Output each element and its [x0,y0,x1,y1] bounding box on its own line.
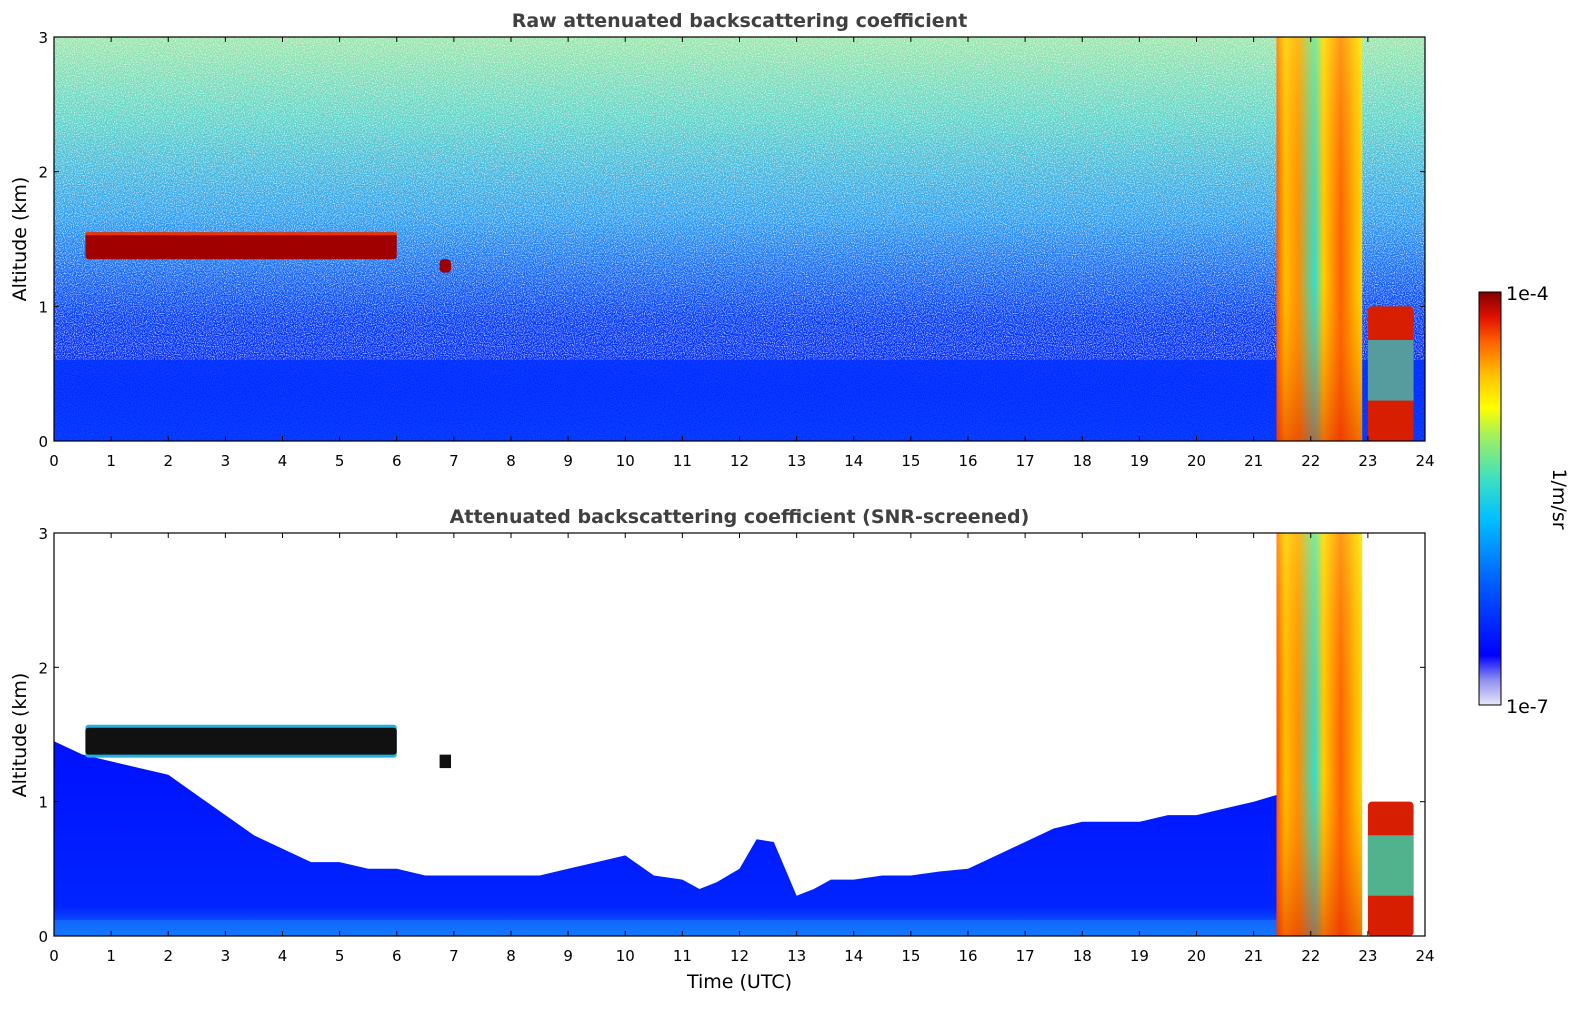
screened-x-tick-label: 14 [844,947,863,965]
raw-y-tick-label: 1 [38,298,48,316]
colorbar-max-label: 1e-4 [1506,283,1549,305]
screened-y-axis-label: Altitude (km) [9,673,31,798]
raw-x-tick-label: 8 [506,452,516,470]
raw-x-tick-label: 24 [1415,452,1434,470]
screened-low-cloud-core [1367,835,1414,896]
screened-x-tick-label: 11 [673,947,692,965]
screened-x-tick-label: 15 [901,947,920,965]
raw-x-tick-label: 16 [958,452,977,470]
raw-x-tick-label: 0 [49,452,59,470]
screened-panel-title: Attenuated backscattering coefficient (S… [450,506,1030,528]
raw-x-tick-label: 4 [278,452,288,470]
screened-x-tick-label: 7 [449,947,459,965]
screened-y-tick-label: 2 [38,659,48,677]
screened-x-tick-label: 10 [616,947,635,965]
colorbar-unit-label: 1/m/sr [1548,468,1570,529]
screened-x-tick-label: 1 [106,947,116,965]
screened-x-tick-label: 5 [335,947,345,965]
screened-x-tick-label: 17 [1016,947,1035,965]
raw-x-tick-label: 21 [1244,452,1263,470]
screened-x-tick-label: 4 [278,947,288,965]
screened-x-tick-label: 9 [563,947,573,965]
colorbar-ramp [1478,291,1502,706]
cloud-layer-edge [85,232,397,236]
cloud-layer-band [85,232,397,260]
colorbar-min-label: 1e-7 [1506,696,1549,718]
raw-x-tick-label: 3 [221,452,231,470]
raw-y-tick-label: 0 [38,433,48,451]
screened-x-tick-label: 13 [787,947,806,965]
raw-x-tick-label: 15 [901,452,920,470]
screened-y-tick-label: 1 [38,794,48,812]
raw-y-tick-label: 2 [38,164,48,182]
raw-y-axis-label: Altitude (km) [9,177,31,302]
screened-x-tick-label: 6 [392,947,402,965]
raw-x-tick-label: 13 [787,452,806,470]
screened-panel: Attenuated backscattering coefficient (S… [9,506,1435,993]
raw-x-tick-label: 12 [730,452,749,470]
raw-x-tick-label: 23 [1358,452,1377,470]
screened-cloud-fragment [439,754,452,769]
raw-x-tick-label: 14 [844,452,863,470]
screened-x-tick-label: 19 [1130,947,1149,965]
screened-y-tick-label: 3 [38,525,48,543]
raw-x-tick-label: 19 [1130,452,1149,470]
screened-x-tick-label: 3 [221,947,231,965]
raw-x-tick-label: 22 [1301,452,1320,470]
screened-x-tick-label: 0 [49,947,59,965]
raw-panel: Raw attenuated backscattering coefficien… [9,10,1435,470]
screened-x-tick-label: 20 [1187,947,1206,965]
screened-boundary-layer [54,741,1277,936]
raw-x-tick-label: 7 [449,452,459,470]
low-cloud-core [1367,340,1414,401]
screened-x-tick-label: 2 [163,947,173,965]
cloud-fragment [439,259,452,273]
x-axis-label: Time (UTC) [686,971,792,993]
raw-y-tick-label: 3 [38,29,48,47]
screened-x-tick-label: 18 [1073,947,1092,965]
raw-x-tick-label: 6 [392,452,402,470]
screened-x-tick-label: 21 [1244,947,1263,965]
screened-x-tick-label: 8 [506,947,516,965]
raw-x-tick-label: 9 [563,452,573,470]
screened-x-tick-label: 23 [1358,947,1377,965]
screened-y-tick-label: 0 [38,928,48,946]
raw-x-tick-label: 11 [673,452,692,470]
raw-x-tick-label: 20 [1187,452,1206,470]
raw-panel-title: Raw attenuated backscattering coefficien… [512,10,968,32]
screened-x-tick-label: 12 [730,947,749,965]
surface-layer [54,919,1277,936]
precipitation-shading [1276,37,1363,441]
raw-x-tick-label: 10 [616,452,635,470]
screened-x-tick-label: 22 [1301,947,1320,965]
screened-x-tick-label: 16 [958,947,977,965]
raw-heatmap [54,37,1425,441]
raw-x-tick-label: 1 [106,452,116,470]
screened-cloud-layer [85,727,397,755]
raw-x-tick-label: 17 [1016,452,1035,470]
raw-x-tick-label: 5 [335,452,345,470]
raw-x-tick-label: 2 [163,452,173,470]
screened-x-tick-label: 24 [1415,947,1434,965]
raw-boundary-layer [54,360,1425,441]
screened-precipitation-shading [1276,533,1363,936]
colorbar: 1e-4 1e-7 1/m/sr [1478,283,1570,718]
raw-x-tick-label: 18 [1073,452,1092,470]
screened-heatmap [54,533,1414,936]
